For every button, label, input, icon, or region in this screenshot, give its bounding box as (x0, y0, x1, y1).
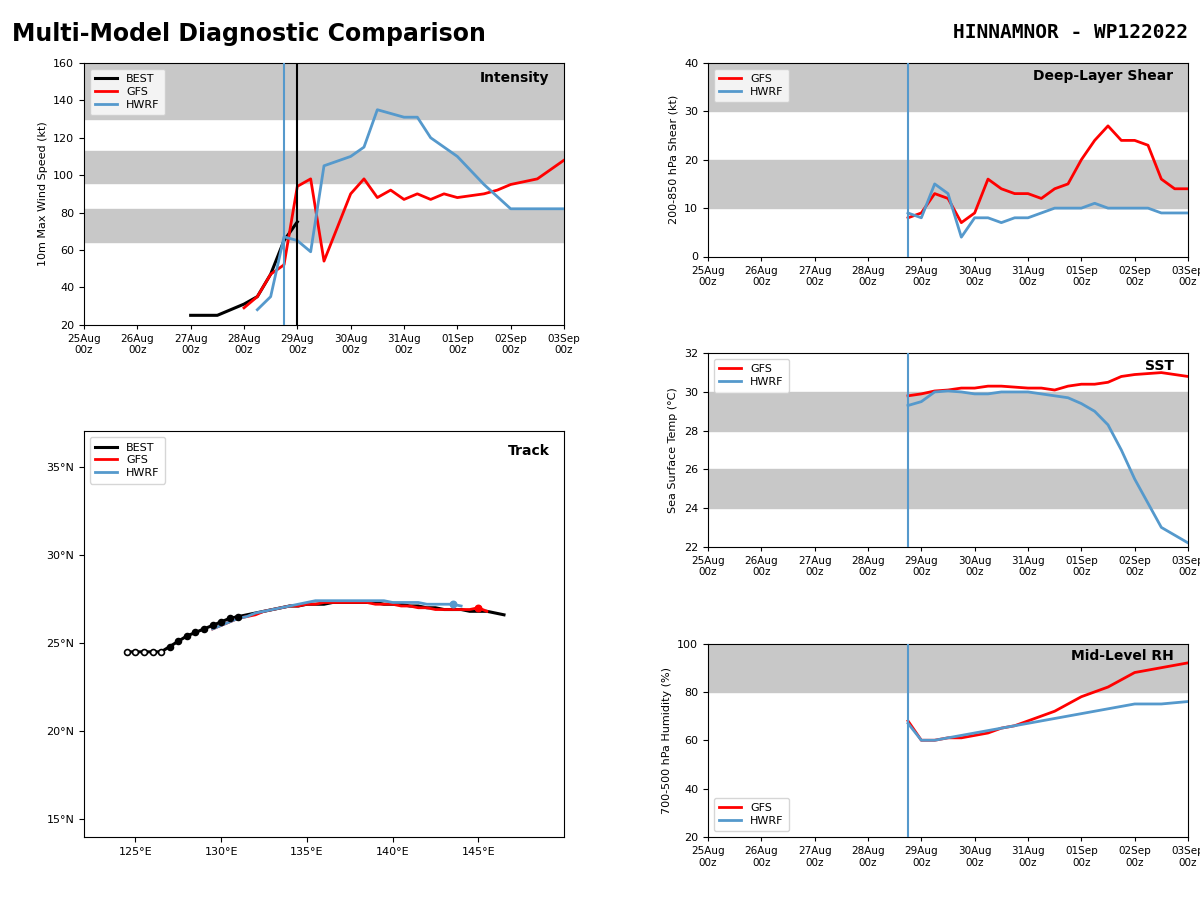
Bar (708, 392, 1188, 431)
Legend: GFS, HWRF: GFS, HWRF (714, 359, 790, 392)
Point (169, 634, 188, 649)
Point (220, 611, 239, 625)
Bar (84, 151, 564, 183)
Point (443, 597, 462, 611)
Y-axis label: Sea Surface Temp (°C): Sea Surface Temp (°C) (668, 387, 678, 513)
Text: Multi-Model Diagnostic Comparison: Multi-Model Diagnostic Comparison (12, 22, 486, 47)
Bar (708, 470, 1188, 508)
Bar (708, 644, 1188, 692)
Point (211, 615, 230, 629)
Text: Intensity: Intensity (480, 71, 550, 85)
Point (469, 600, 488, 615)
Y-axis label: 10m Max Wind Speed (kt): 10m Max Wind Speed (kt) (37, 122, 48, 266)
Point (143, 644, 162, 659)
Y-axis label: 700-500 hPa Humidity (%): 700-500 hPa Humidity (%) (661, 667, 672, 814)
Point (118, 644, 137, 659)
Legend: BEST, GFS, HWRF: BEST, GFS, HWRF (90, 437, 166, 483)
Text: Mid-Level RH: Mid-Level RH (1070, 649, 1174, 663)
Bar (84, 63, 564, 119)
Text: Deep-Layer Shear: Deep-Layer Shear (1033, 68, 1174, 83)
Bar (708, 160, 1188, 208)
Point (134, 644, 154, 659)
Y-axis label: 200-850 hPa Shear (kt): 200-850 hPa Shear (kt) (668, 95, 678, 224)
Legend: GFS, HWRF: GFS, HWRF (714, 68, 790, 103)
Point (178, 629, 197, 643)
Text: SST: SST (1145, 359, 1174, 374)
Text: CIRA: CIRA (26, 868, 64, 882)
Point (186, 626, 205, 640)
Bar (708, 63, 1188, 112)
Point (194, 622, 214, 636)
Bar (84, 209, 564, 242)
Point (126, 644, 145, 659)
Point (229, 609, 248, 624)
Legend: BEST, GFS, HWRF: BEST, GFS, HWRF (90, 68, 166, 115)
Point (203, 618, 222, 633)
Point (160, 639, 179, 653)
Text: Track: Track (508, 444, 550, 457)
Point (151, 644, 170, 659)
Legend: GFS, HWRF: GFS, HWRF (714, 797, 790, 832)
Text: HINNAMNOR - WP122022: HINNAMNOR - WP122022 (953, 22, 1188, 41)
